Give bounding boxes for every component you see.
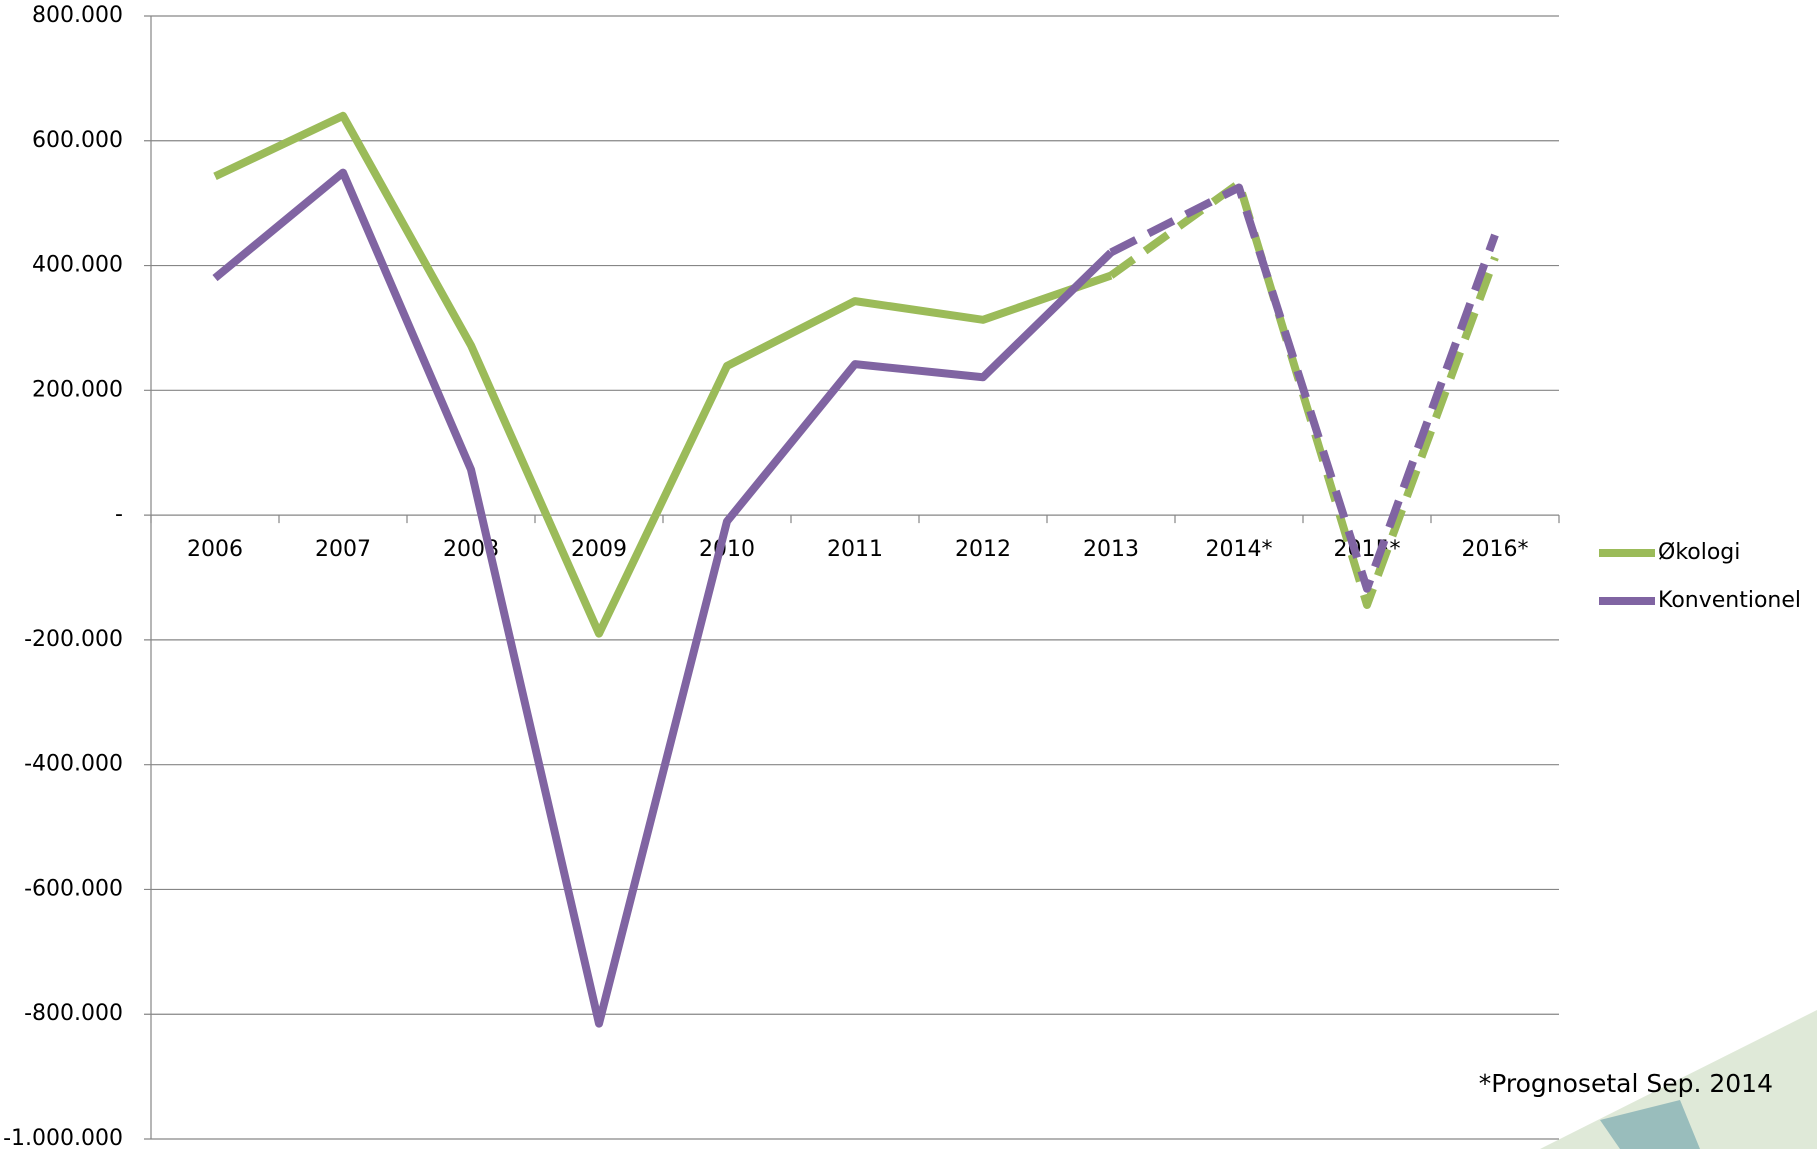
series-line <box>213 111 1113 638</box>
y-tick-label: -400.000 <box>24 752 123 777</box>
y-tick-label: 400.000 <box>32 253 123 278</box>
legend-label: Økologi <box>1658 540 1740 565</box>
y-tick-label: -1.000.000 <box>3 1126 123 1149</box>
x-tick-label: 2016* <box>1462 537 1529 562</box>
x-tick-label: 2010 <box>699 537 755 562</box>
y-tick-label: 800.000 <box>32 3 123 28</box>
x-tick-label: 2006 <box>187 537 243 562</box>
x-tick-label: 2011 <box>827 537 883 562</box>
y-tick-label: - <box>115 502 123 527</box>
y-tick-label: -200.000 <box>24 627 123 652</box>
legend-label: Konventionel <box>1658 588 1801 613</box>
x-tick-label: 2013 <box>1083 537 1139 562</box>
y-tick-label: -800.000 <box>24 1001 123 1026</box>
decoration <box>1540 1010 1817 1149</box>
x-tick-label: 2012 <box>955 537 1011 562</box>
y-tick-label: 600.000 <box>32 128 123 153</box>
annotation: *Prognosetal Sep. 2014 <box>1479 1069 1773 1098</box>
series-line <box>212 168 1114 1028</box>
x-tick-label: 2009 <box>571 537 627 562</box>
x-tick-label: 2014* <box>1206 537 1273 562</box>
x-tick-label: 2007 <box>315 537 371 562</box>
y-tick-label: 200.000 <box>32 377 123 402</box>
y-tick-label: -600.000 <box>24 876 123 901</box>
series-line <box>1109 183 1499 593</box>
